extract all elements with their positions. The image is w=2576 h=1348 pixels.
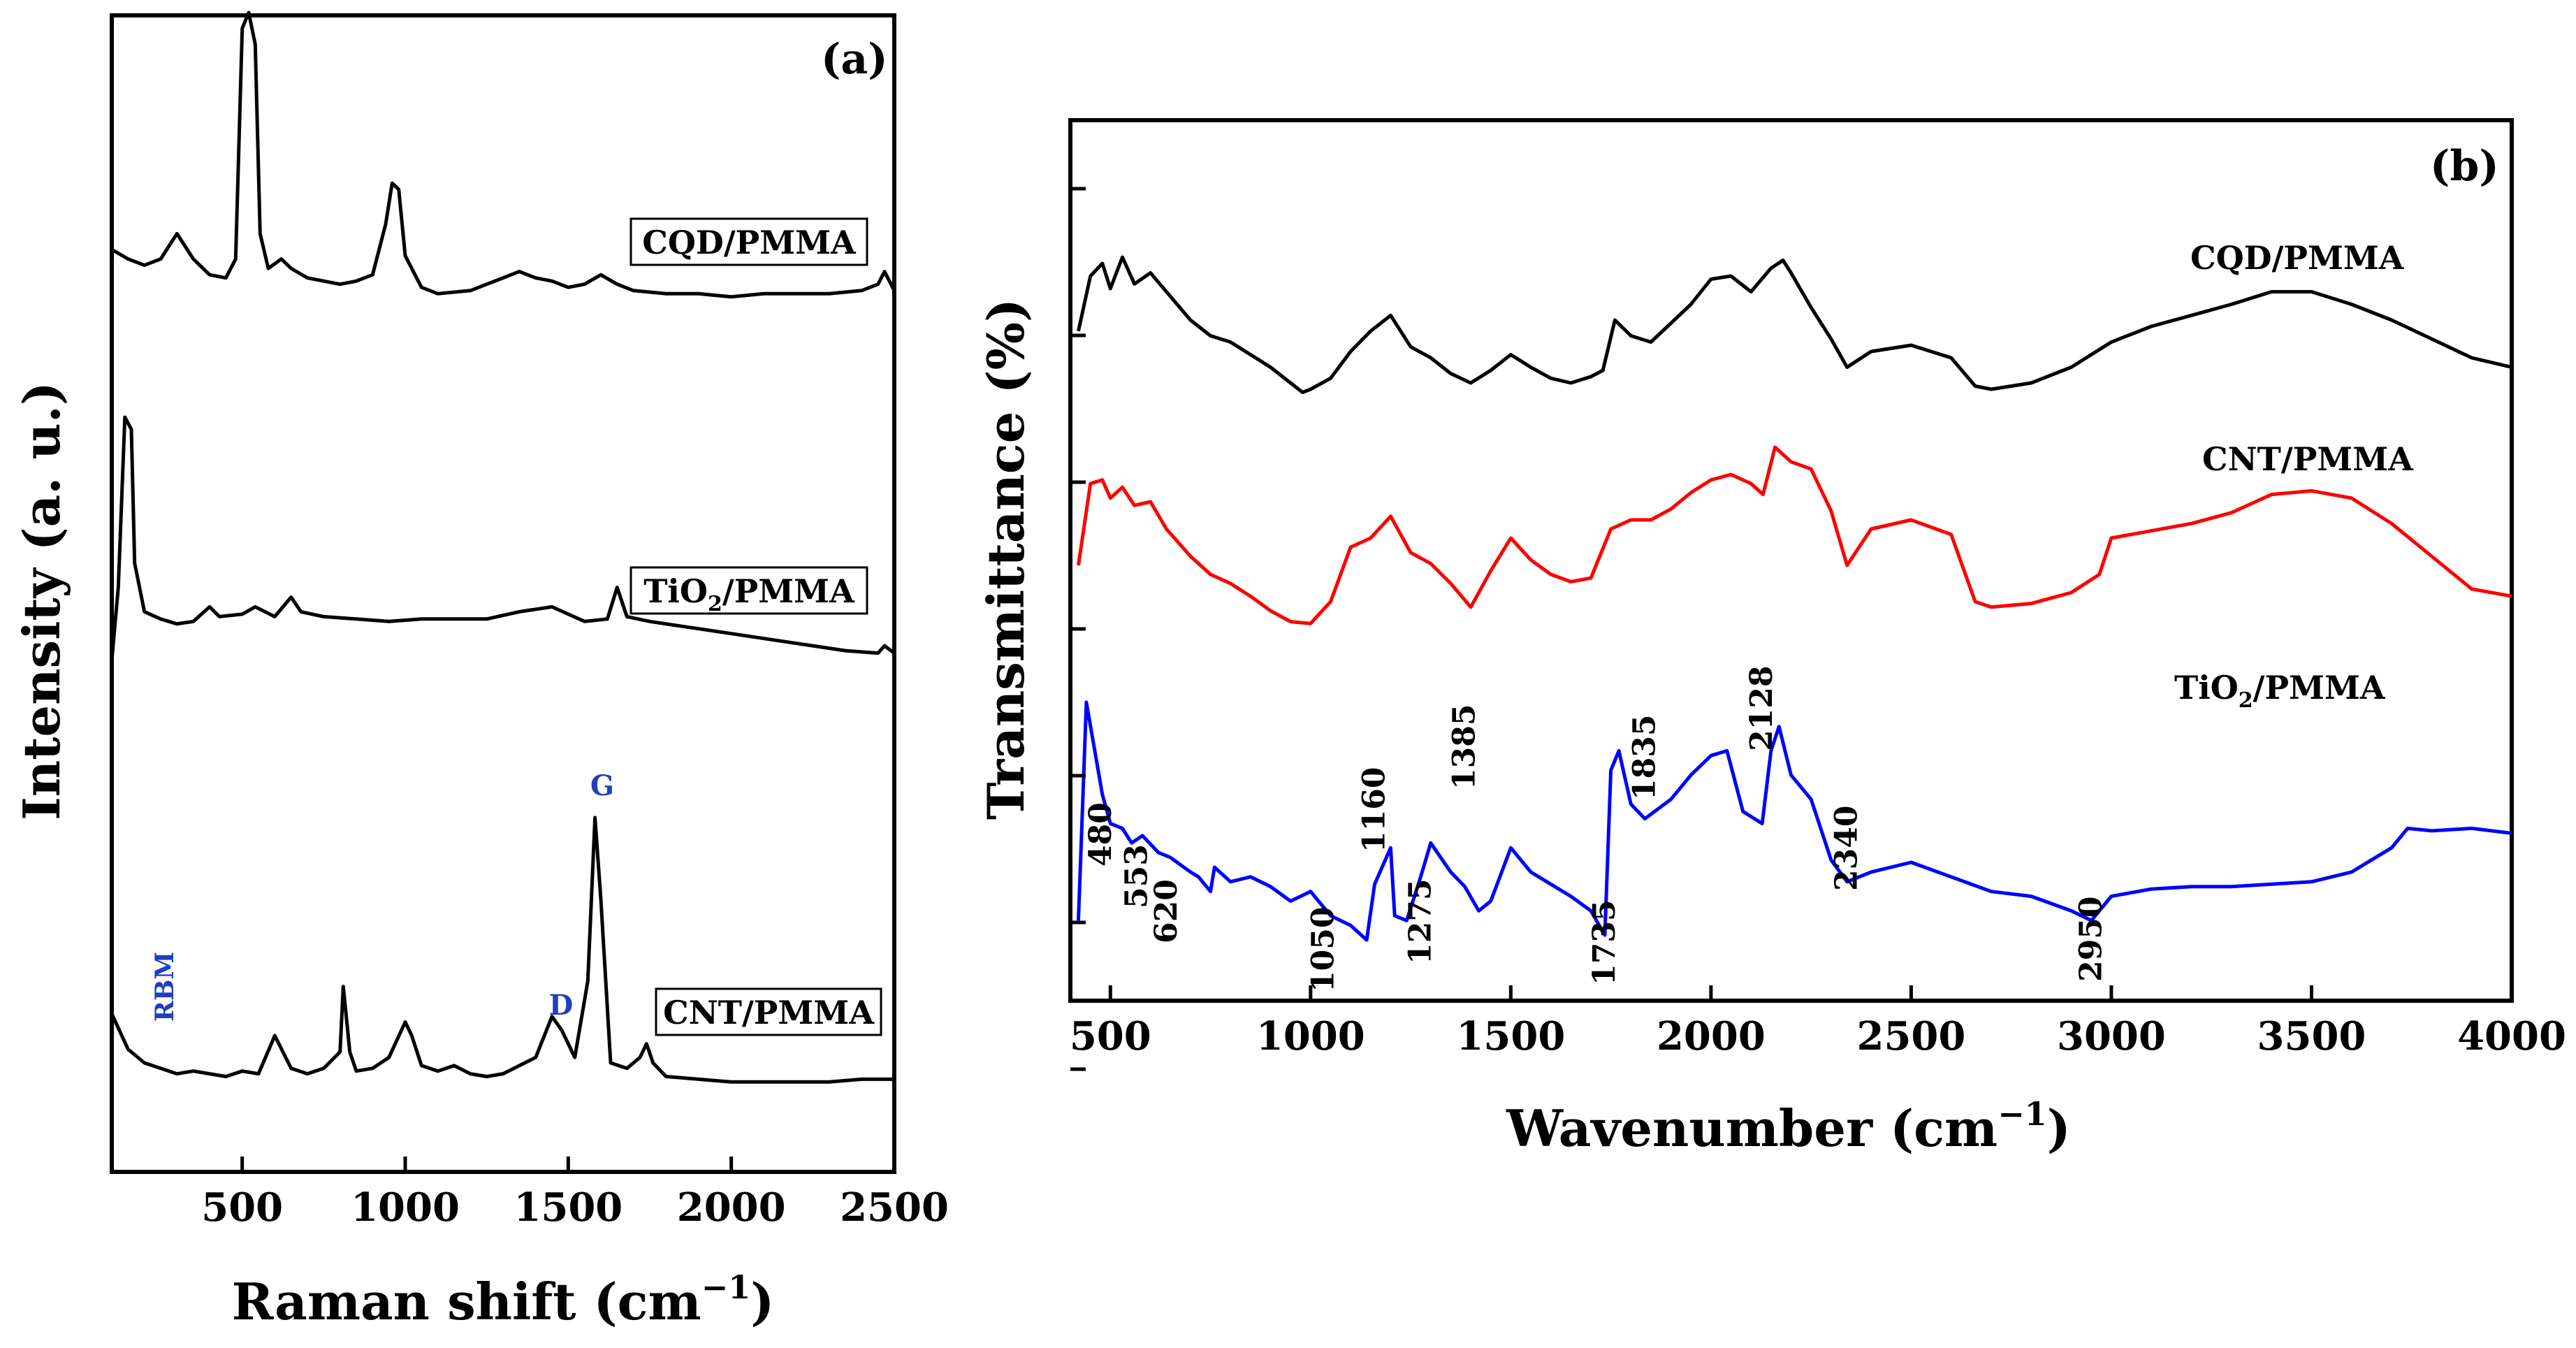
a-annotation-g: G [590, 769, 614, 802]
b-label-cnt: CNT/PMMA [2202, 440, 2414, 478]
a-label-box-tio2: TiO2/PMMA [630, 566, 868, 616]
a-ylabel: Intensity (a. u.) [12, 382, 71, 820]
b-series-line-2 [1077, 700, 2512, 942]
a-xlabel: Raman shift (cm−1) [232, 1268, 775, 1331]
b-xtick-label: 1500 [1456, 1013, 1565, 1059]
panel-a-frame [110, 13, 896, 1174]
b-annotation-1385: 1385 [1447, 704, 1483, 790]
a-xtick-label: 1000 [351, 1184, 460, 1231]
b-annotation-2950: 2950 [2073, 897, 2109, 982]
panel-a-ticks: 500 1000 1500 2000 2500 [201, 1157, 949, 1231]
b-xtick-label: 3500 [2257, 1013, 2366, 1059]
b-xtick-label: 2500 [1856, 1013, 1965, 1059]
panel-b: 500 1000 1500 2000 2500 3000 3500 4000 48055362… [976, 118, 2566, 1158]
b-xtick-label: 500 [1070, 1013, 1151, 1059]
panel-a-label: (a) [821, 35, 888, 84]
a-annotation-d: D [549, 989, 574, 1022]
b-series-line-0 [1077, 255, 2512, 394]
panel-a: 500 1000 1500 2000 2500 (a) CQD/PMMA TiO2/PM… [12, 10, 949, 1331]
b-annotation-1835: 1835 [1627, 715, 1662, 800]
a-label-cqd: CQD/PMMA [642, 224, 857, 261]
b-series-line-1 [1077, 445, 2512, 625]
b-annotation-480: 480 [1083, 802, 1119, 867]
b-annotation-2340: 2340 [1829, 806, 1865, 891]
b-annotation-1275: 1275 [1402, 879, 1438, 964]
panel-b-traces [1077, 255, 2512, 942]
b-label-tio2: TiO2/PMMA [2174, 669, 2386, 713]
b-xtick-label: 4000 [2457, 1013, 2566, 1059]
b-annotation-1160: 1160 [1357, 767, 1392, 853]
b-annotation-553: 553 [1119, 844, 1155, 908]
a-label-cnt: CNT/PMMA [663, 994, 875, 1031]
b-annotation-2128: 2128 [1744, 666, 1780, 751]
a-series-line-2 [110, 816, 894, 1084]
a-label-box-cnt: CNT/PMMA [655, 987, 882, 1036]
a-xtick-label: 2000 [677, 1184, 786, 1231]
a-xtick-label: 2500 [840, 1184, 949, 1231]
b-xlabel: Wavenumber (cm−1) [1506, 1095, 2071, 1158]
b-label-cqd: CQD/PMMA [2190, 239, 2405, 277]
a-label-tio2: TiO2/PMMA [643, 572, 855, 616]
panel-b-ticks: 500 1000 1500 2000 2500 3000 3500 4000 [1070, 187, 2566, 1071]
b-xtick-label: 2000 [1657, 1013, 1766, 1059]
a-label-box-cqd: CQD/PMMA [630, 217, 868, 266]
b-annotation-1050: 1050 [1306, 907, 1341, 992]
a-annotation-rbm: RBM [150, 952, 180, 1022]
a-xtick-label: 500 [201, 1184, 283, 1231]
panel-b-frame [1068, 118, 2514, 1003]
panel-a-traces [110, 10, 896, 1084]
a-series-line-0 [110, 10, 896, 299]
b-annotation-1735: 1735 [1587, 900, 1622, 985]
b-xtick-label: 3000 [2057, 1013, 2166, 1059]
a-xtick-label: 1500 [514, 1184, 623, 1231]
panel-b-label: (b) [2430, 142, 2499, 191]
b-xtick-label: 1000 [1256, 1013, 1365, 1059]
a-series-line-1 [110, 415, 896, 661]
b-ylabel: Transmittance (%) [976, 298, 1035, 820]
b-annotation-620: 620 [1149, 879, 1184, 943]
